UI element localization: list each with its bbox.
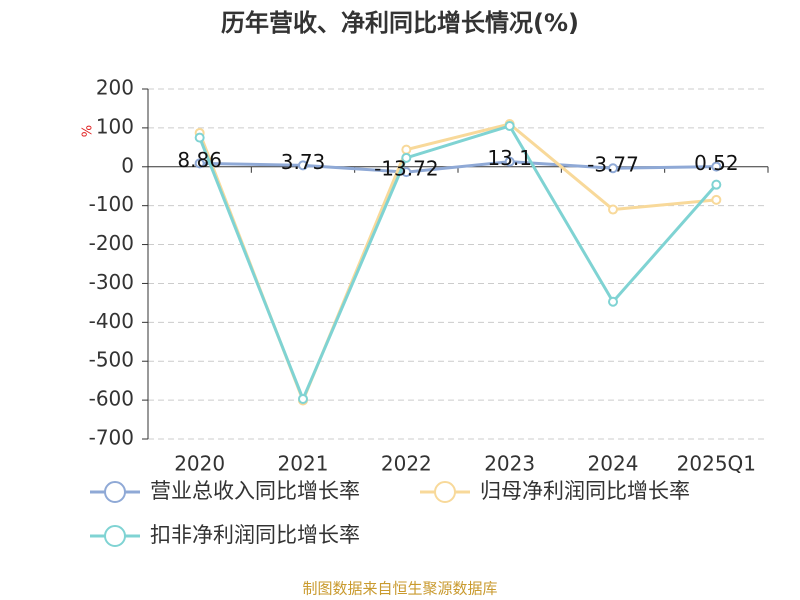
data-point [504,120,515,131]
chart-title: 历年营收、净利同比增长情况(%) [221,9,579,37]
data-point [401,152,412,163]
series-line [199,160,717,174]
y-tick-label: -700 [89,426,134,450]
data-point [608,163,618,174]
y-tick-label: 0 [121,153,134,177]
legend-marker [104,525,126,547]
x-tick-label: 2022 [381,452,432,476]
y-tick-label: -100 [89,192,134,216]
legend-marker [434,481,456,503]
legend-label: 归母净利润同比增长率 [480,479,690,503]
data-point [194,132,205,143]
data-label: 13.1 [487,146,532,170]
legend-marker [104,481,126,503]
data-point [711,194,722,205]
data-label: -3.77 [587,153,639,177]
data-point [711,161,722,172]
data-point [504,156,515,167]
data-point [711,179,722,190]
data-label: 8.86 [177,148,222,172]
source-note: 制图数据来自恒生聚源数据库 [302,580,497,598]
x-tick-label: 2025Q1 [677,452,756,476]
y-tick-label: -200 [89,231,134,255]
data-point [401,144,412,155]
legend-label: 营业总收入同比增长率 [150,479,360,503]
y-tick-label: 200 [96,76,134,100]
legend-label: 扣非净利润同比增长率 [150,523,360,547]
data-label: 0.52 [694,151,739,175]
x-tick-label: 2021 [278,452,329,476]
data-point [608,296,618,307]
x-tick-label: 2023 [484,452,535,476]
series-line [198,124,718,403]
x-tick-label: 2024 [588,452,639,476]
y-tick-label: 100 [96,114,134,138]
y-tick-label: -500 [89,348,134,372]
data-point [298,160,308,171]
y-tick-label: -300 [89,270,134,294]
y-axis-label: % [81,125,96,137]
data-point [608,204,618,215]
y-tick-label: -600 [89,387,134,411]
data-point [401,167,412,178]
y-tick-label: -400 [89,309,134,333]
data-point [298,393,308,404]
data-label: 3.73 [281,150,326,174]
data-label: -13.72 [374,157,438,181]
x-tick-label: 2020 [174,452,225,476]
data-point [194,158,205,169]
